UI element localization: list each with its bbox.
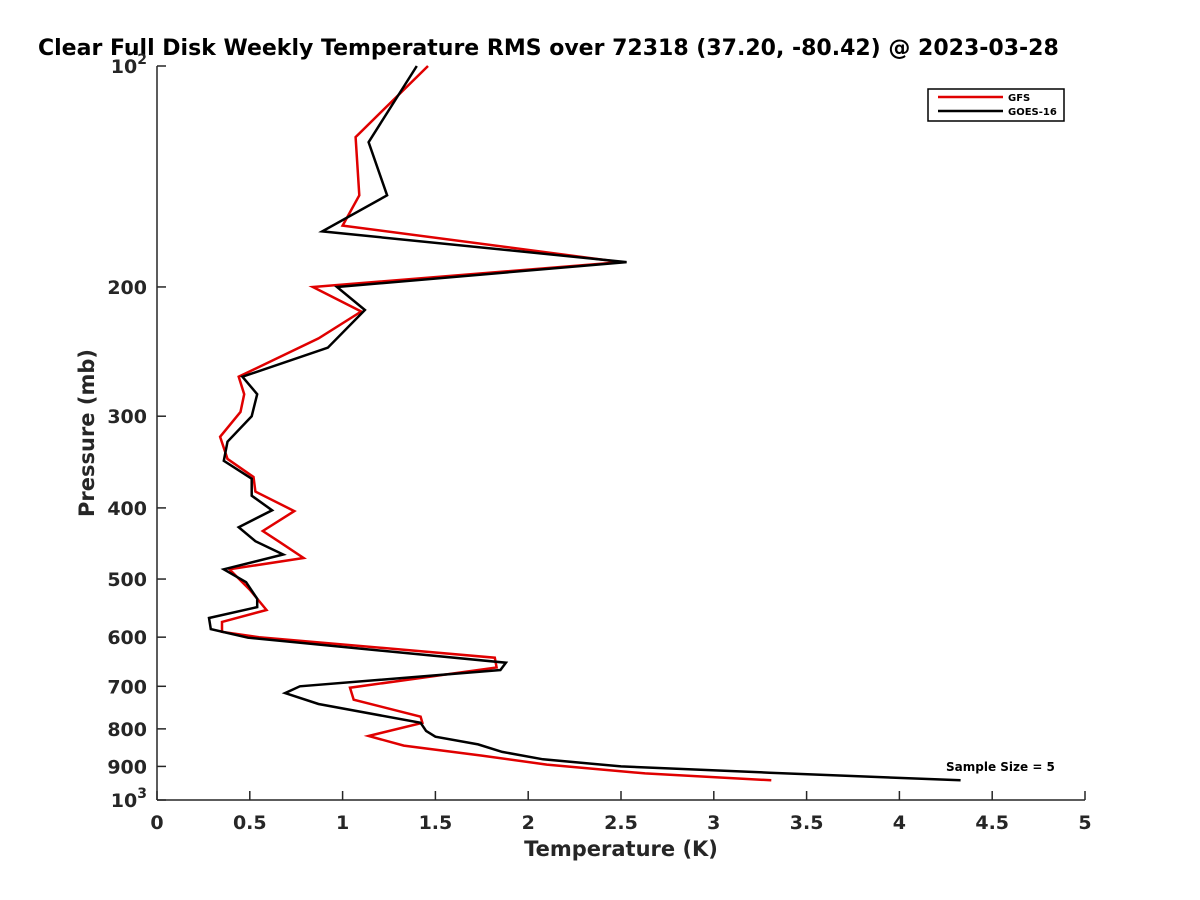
y-tick-label: 103 bbox=[111, 786, 147, 812]
legend-label-goes-16: GOES-16 bbox=[1008, 107, 1057, 118]
y-tick-label: 800 bbox=[107, 719, 147, 741]
sample-size-annotation: Sample Size = 5 bbox=[946, 760, 1055, 774]
x-tick-label: 1.5 bbox=[419, 812, 453, 834]
x-tick-label: 5 bbox=[1078, 812, 1091, 834]
x-tick-label: 1 bbox=[336, 812, 349, 834]
x-tick-label: 4 bbox=[893, 812, 906, 834]
legend-box bbox=[927, 88, 1065, 122]
series-line-gfs bbox=[218, 65, 772, 782]
plot-area bbox=[157, 66, 1085, 800]
y-tick-label: 900 bbox=[107, 756, 147, 778]
series-line-goes-16 bbox=[207, 65, 961, 782]
y-tick-label: 700 bbox=[107, 676, 147, 698]
series-layer bbox=[207, 65, 961, 782]
y-tick-label: 500 bbox=[107, 569, 147, 591]
x-tick-label: 2 bbox=[522, 812, 535, 834]
y-tick-label: 300 bbox=[107, 406, 147, 428]
y-tick-label: 600 bbox=[107, 627, 147, 649]
legend: GFS GOES-16 bbox=[927, 88, 1065, 122]
x-tick-label: 2.5 bbox=[604, 812, 638, 834]
y-tick-label: 400 bbox=[107, 498, 147, 520]
y-tick-label: 200 bbox=[107, 277, 147, 299]
x-tick-label: 3.5 bbox=[790, 812, 824, 834]
x-tick-label: 0.5 bbox=[233, 812, 267, 834]
chart-title: Clear Full Disk Weekly Temperature RMS o… bbox=[38, 36, 1059, 61]
y-ticks: 102 200 300 400 500 600 700 800 900 103 bbox=[107, 52, 166, 812]
x-tick-label: 0 bbox=[150, 812, 163, 834]
y-tick-label: 102 bbox=[111, 52, 147, 78]
x-tick-label: 4.5 bbox=[975, 812, 1009, 834]
y-axis-label: Pressure (mb) bbox=[75, 349, 99, 517]
legend-label-gfs: GFS bbox=[1008, 93, 1030, 104]
x-axis-label: Temperature (K) bbox=[524, 837, 718, 861]
x-tick-label: 3 bbox=[707, 812, 720, 834]
x-ticks: 0 0.5 1 1.5 2 2.5 3 3.5 4 4.5 5 bbox=[150, 791, 1092, 834]
